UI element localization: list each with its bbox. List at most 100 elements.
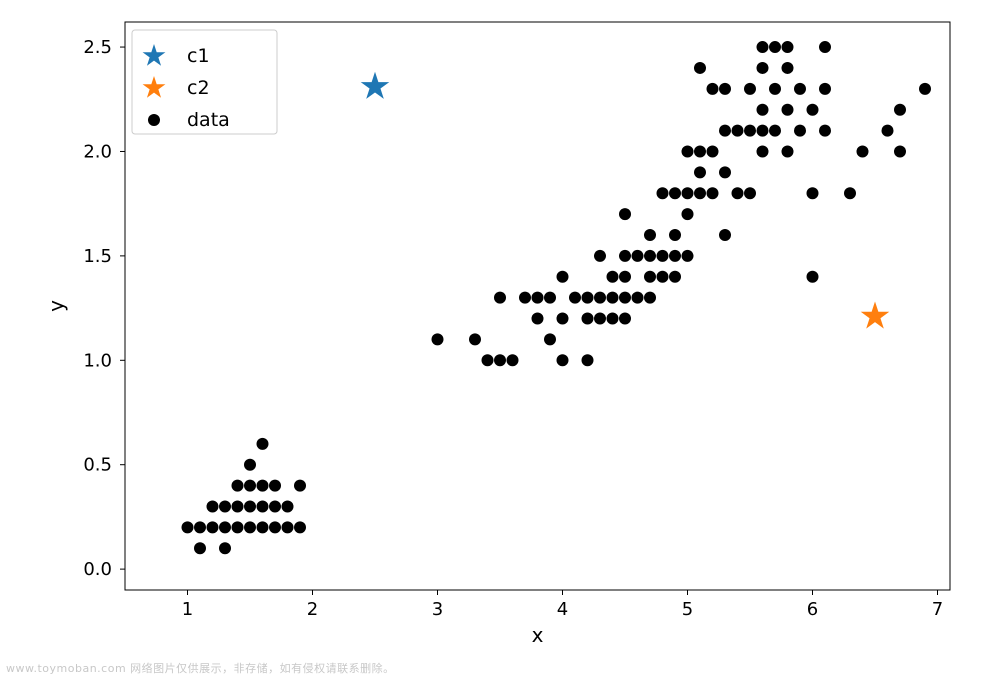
- data-point: [482, 354, 494, 366]
- x-tick-label: 4: [557, 599, 568, 620]
- data-point: [607, 271, 619, 283]
- x-axis-label: x: [532, 623, 544, 647]
- data-point: [619, 292, 631, 304]
- data-point: [432, 333, 444, 345]
- data-point: [894, 104, 906, 116]
- data-point: [294, 480, 306, 492]
- x-tick-label: 1: [182, 599, 193, 620]
- data-point: [532, 313, 544, 325]
- data-point: [744, 187, 756, 199]
- y-axis-label: y: [44, 300, 68, 312]
- data-point: [657, 250, 669, 262]
- data-point: [244, 521, 256, 533]
- data-point: [782, 62, 794, 74]
- data-point: [557, 313, 569, 325]
- data-point: [757, 41, 769, 53]
- data-point: [644, 271, 656, 283]
- data-point: [707, 145, 719, 157]
- x-tick-label: 3: [432, 599, 443, 620]
- data-point: [269, 521, 281, 533]
- data-point: [757, 104, 769, 116]
- data-point: [682, 187, 694, 199]
- x-tick-label: 5: [682, 599, 693, 620]
- data-point: [682, 208, 694, 220]
- data-point: [207, 521, 219, 533]
- data-point: [494, 292, 506, 304]
- data-point: [219, 521, 231, 533]
- data-point: [819, 41, 831, 53]
- data-point: [657, 187, 669, 199]
- data-point: [744, 125, 756, 137]
- data-point: [757, 125, 769, 137]
- data-point: [769, 41, 781, 53]
- data-point: [632, 292, 644, 304]
- y-tick-label: 1.5: [83, 246, 112, 267]
- data-point: [582, 354, 594, 366]
- data-point: [694, 166, 706, 178]
- data-point: [807, 271, 819, 283]
- data-point: [619, 271, 631, 283]
- data-point: [282, 521, 294, 533]
- data-point: [882, 125, 894, 137]
- data-point: [569, 292, 581, 304]
- data-point: [594, 250, 606, 262]
- data-point: [232, 500, 244, 512]
- data-point: [182, 521, 194, 533]
- data-point: [244, 480, 256, 492]
- data-point: [707, 187, 719, 199]
- data-point: [294, 521, 306, 533]
- data-point: [257, 500, 269, 512]
- data-point: [769, 125, 781, 137]
- data-point: [682, 145, 694, 157]
- data-point: [532, 292, 544, 304]
- data-point: [694, 145, 706, 157]
- y-tick-label: 2.5: [83, 37, 112, 58]
- data-point: [919, 83, 931, 95]
- data-point: [894, 145, 906, 157]
- legend: c1c2data: [132, 30, 277, 134]
- data-point: [619, 250, 631, 262]
- data-point: [694, 62, 706, 74]
- data-point: [719, 125, 731, 137]
- data-point: [494, 354, 506, 366]
- data-point: [782, 41, 794, 53]
- data-point: [719, 83, 731, 95]
- data-point: [669, 271, 681, 283]
- data-point: [682, 250, 694, 262]
- data-point: [669, 250, 681, 262]
- data-point: [557, 354, 569, 366]
- data-point: [644, 250, 656, 262]
- data-point: [607, 313, 619, 325]
- data-point: [257, 521, 269, 533]
- legend-label-c2: c2: [187, 77, 210, 99]
- data-point: [582, 292, 594, 304]
- legend-marker-data: [148, 114, 160, 126]
- data-point: [769, 83, 781, 95]
- data-point: [644, 229, 656, 241]
- data-point: [669, 229, 681, 241]
- data-point: [757, 62, 769, 74]
- data-point: [719, 229, 731, 241]
- data-point: [194, 521, 206, 533]
- chart-container: 12345670.00.51.01.52.02.5xyc1c2data www.…: [0, 0, 1000, 680]
- data-point: [794, 125, 806, 137]
- y-tick-label: 2.0: [83, 141, 112, 162]
- data-point: [819, 125, 831, 137]
- data-point: [244, 500, 256, 512]
- data-point: [557, 271, 569, 283]
- data-point: [794, 83, 806, 95]
- data-point: [619, 313, 631, 325]
- data-point: [732, 125, 744, 137]
- legend-label-data: data: [187, 109, 230, 131]
- data-point: [469, 333, 481, 345]
- data-point: [207, 500, 219, 512]
- y-tick-label: 1.0: [83, 350, 112, 371]
- data-point: [219, 500, 231, 512]
- data-point: [619, 208, 631, 220]
- data-point: [669, 187, 681, 199]
- data-point: [807, 187, 819, 199]
- data-point: [519, 292, 531, 304]
- data-point: [282, 500, 294, 512]
- data-point: [632, 250, 644, 262]
- data-point: [819, 83, 831, 95]
